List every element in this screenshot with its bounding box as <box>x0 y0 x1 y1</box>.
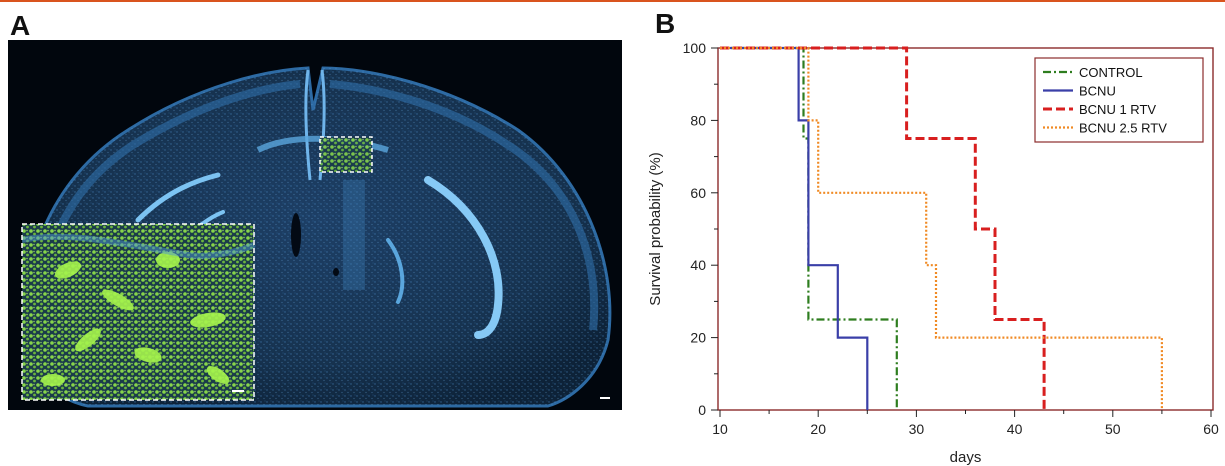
x-tick-label: 10 <box>712 421 728 437</box>
brain-section-drawing <box>21 66 612 408</box>
y-tick-label: 20 <box>690 330 706 346</box>
x-tick-label: 40 <box>1007 421 1023 437</box>
x-tick-label: 50 <box>1105 421 1121 437</box>
x-tick-label: 20 <box>810 421 826 437</box>
legend-label: BCNU 1 RTV <box>1079 102 1156 117</box>
y-tick-label: 60 <box>690 185 706 201</box>
plot-area: 0 20 40 60 80 100 10 20 30 40 50 60 CONTROL BCNU BCNU … <box>683 40 1219 437</box>
legend-label: CONTROL <box>1079 65 1143 80</box>
legend-label: BCNU <box>1079 84 1116 99</box>
panel-b-label: B <box>655 8 676 39</box>
x-axis-label: days <box>950 449 982 466</box>
x-tick-label: 30 <box>909 421 925 437</box>
series-line-bcnu-2-5-rtv <box>720 46 1163 410</box>
y-tick-label: 0 <box>698 402 706 418</box>
y-tick-label: 40 <box>690 257 706 273</box>
y-tick-label: 100 <box>683 40 707 56</box>
panel-a-label: A <box>10 10 31 41</box>
y-tick-label: 80 <box>690 112 706 128</box>
y-axis-label: Survival probability (%) <box>647 152 664 305</box>
legend-label: BCNU 2.5 RTV <box>1079 121 1167 136</box>
series-line-bcnu-1-rtv <box>720 46 1046 410</box>
brain-section-image <box>8 40 622 410</box>
top-rule <box>0 0 1225 2</box>
x-tick-label: 60 <box>1203 421 1219 437</box>
survival-chart: 0 20 40 60 80 100 10 20 30 40 50 60 CONTROL BCNU BCNU … <box>647 40 1219 466</box>
series-line-bcnu <box>720 46 869 410</box>
